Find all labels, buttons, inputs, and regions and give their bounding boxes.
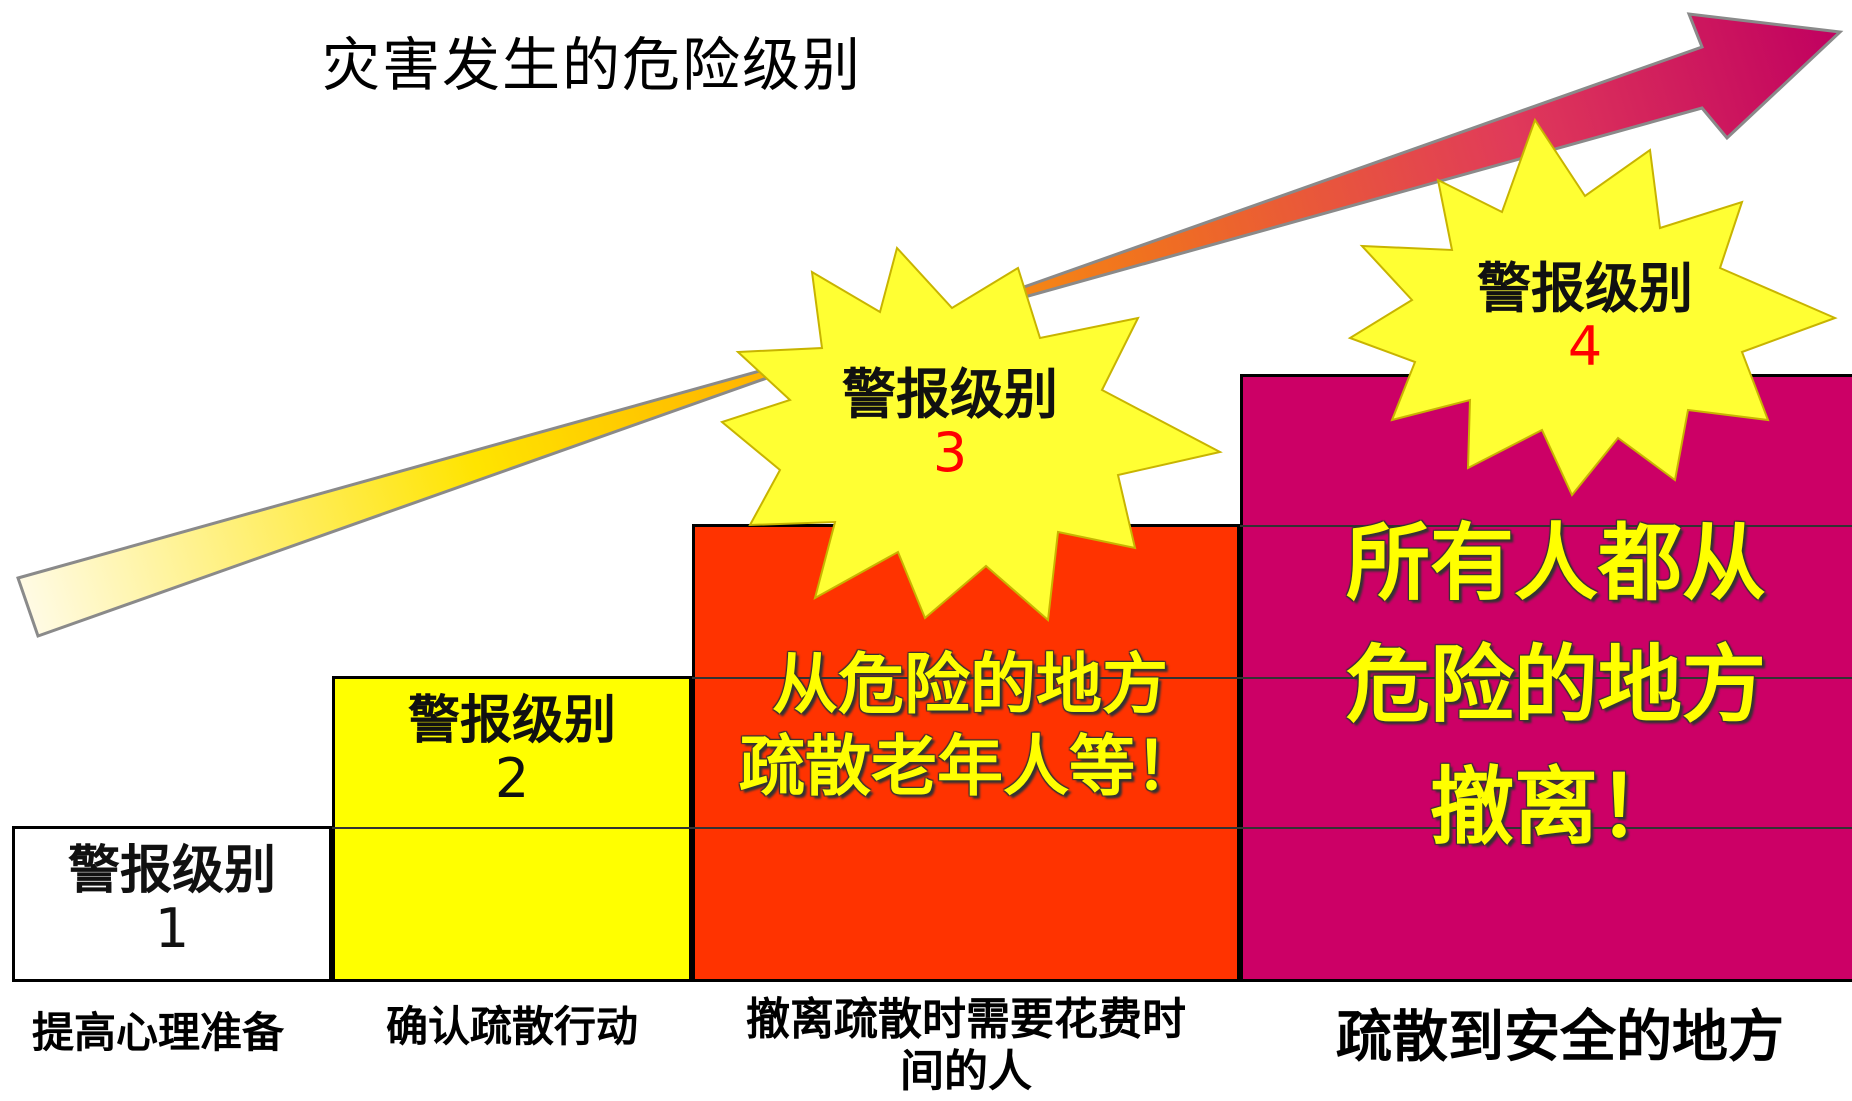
level-4-message: 所有人都从 危险的地方 撤离！ <box>1260 502 1852 868</box>
level-2-block <box>332 676 692 982</box>
level-1-label: 警报级别 1 <box>12 842 332 958</box>
level-4-label: 警报级别 4 <box>1435 260 1735 376</box>
grid-line <box>332 827 1852 829</box>
level-2-action: 确认疏散行动 <box>385 1002 638 1051</box>
level-2-label: 警报级别 2 <box>332 692 692 808</box>
level-4-title: 警报级别 <box>1477 257 1693 320</box>
grid-line <box>1240 525 1852 527</box>
level-4-action: 疏散到安全的地方 <box>1336 1005 1784 1070</box>
level-1-action: 提高心理准备 <box>31 1008 284 1057</box>
level-3-label: 警报级别 3 <box>800 366 1100 482</box>
level-3-message-line-2: 疏散老年人等！ <box>739 728 1201 805</box>
level-3-number: 3 <box>932 421 968 484</box>
diagram-title: 灾害发生的危险级别 <box>322 31 863 99</box>
level-4-message-line-3: 撤离！ <box>1429 758 1682 856</box>
level-3-action: 撤离疏散时需要花费时 间的人 <box>692 994 1240 1098</box>
level-4-number: 4 <box>1567 315 1603 378</box>
level-4-message-line-1: 所有人都从 <box>1345 514 1766 612</box>
level-2-title: 警报级别 <box>407 691 616 751</box>
level-1-number: 1 <box>154 897 190 960</box>
level-3-action-line-1: 撤离疏散时需要花费时 <box>746 994 1186 1045</box>
grid-line <box>692 677 1852 679</box>
level-4-message-line-2: 危险的地方 <box>1345 636 1766 734</box>
level-3-title: 警报级别 <box>842 363 1058 426</box>
level-1-title: 警报级别 <box>67 841 276 901</box>
level-1-block <box>12 826 332 982</box>
level-3-message-line-1: 从危险的地方 <box>772 646 1168 723</box>
level-2-number: 2 <box>494 747 530 810</box>
level-3-action-line-2: 间的人 <box>900 1046 1032 1097</box>
level-3-message: 从危险的地方 疏散老年人等！ <box>700 644 1240 808</box>
level-3-block <box>692 524 1240 982</box>
